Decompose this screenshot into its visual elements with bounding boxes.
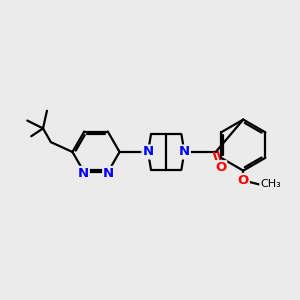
Text: N: N bbox=[179, 146, 190, 158]
Text: N: N bbox=[103, 167, 114, 180]
Text: N: N bbox=[142, 146, 154, 158]
Text: CH₃: CH₃ bbox=[260, 179, 281, 189]
Text: N: N bbox=[78, 167, 89, 180]
Text: O: O bbox=[238, 174, 249, 187]
Text: O: O bbox=[215, 161, 226, 174]
